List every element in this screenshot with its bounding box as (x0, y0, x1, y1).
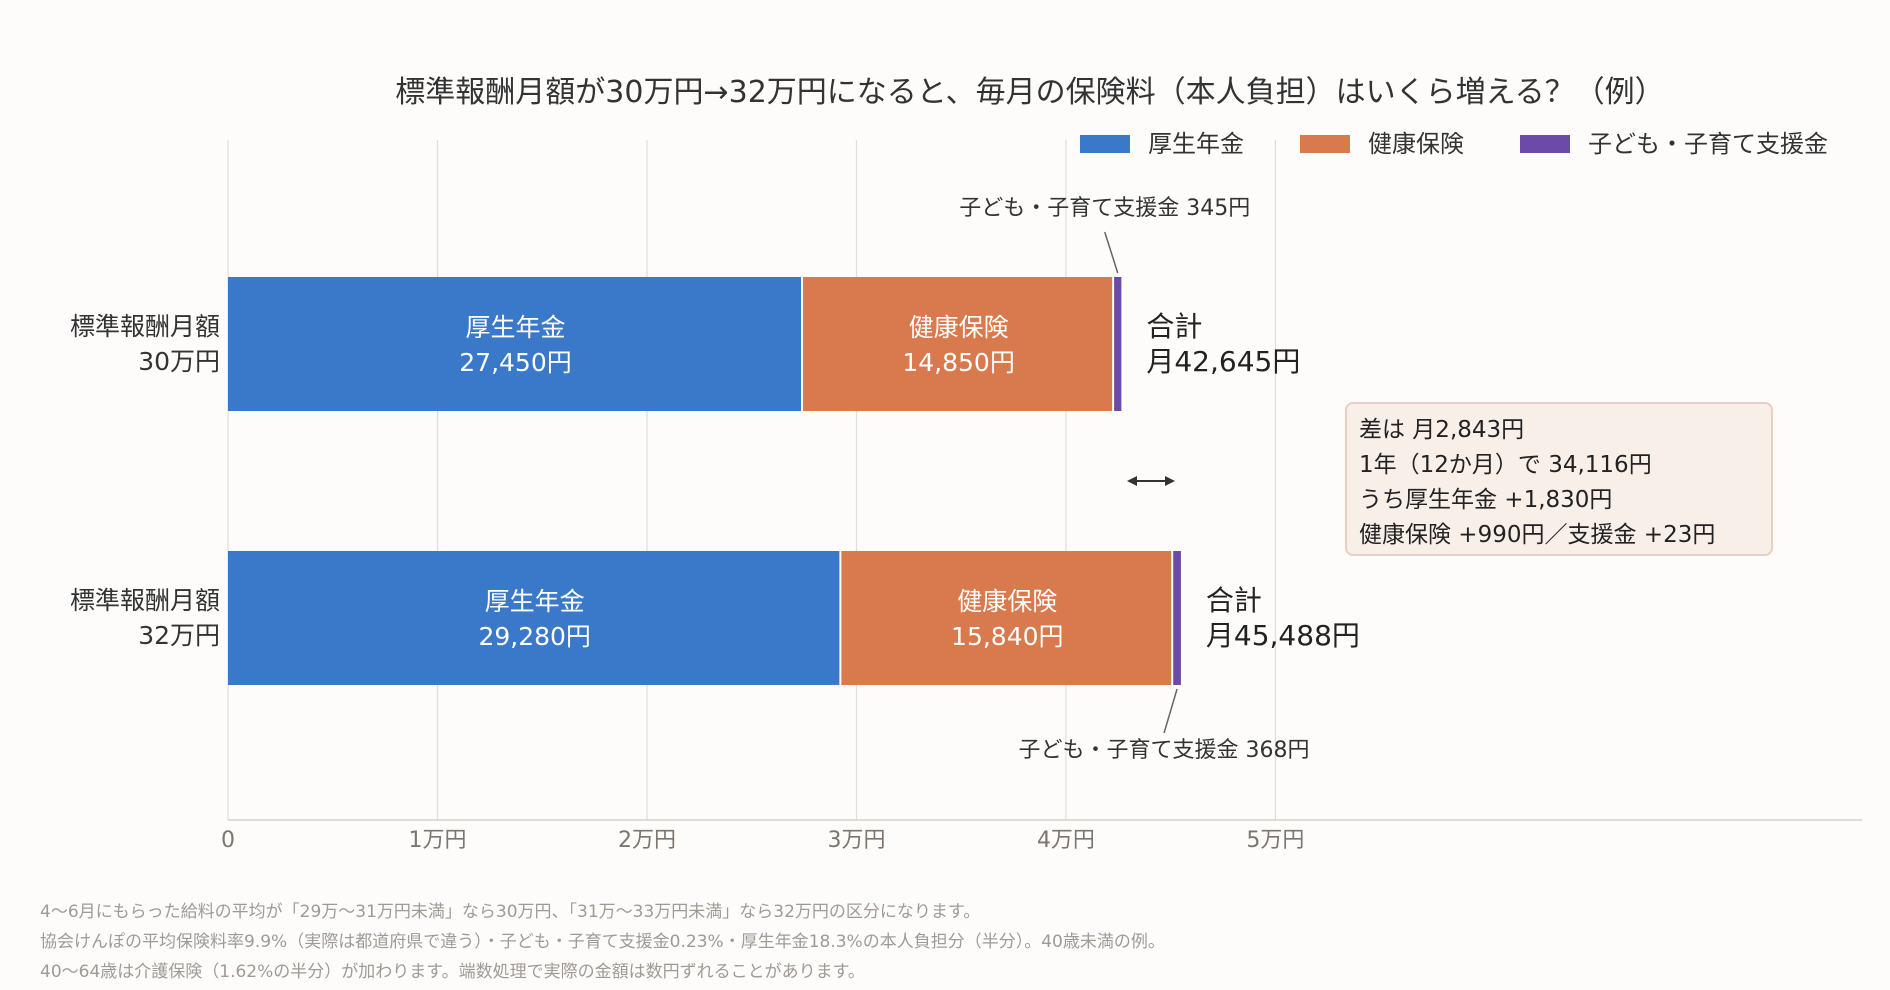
x-tick-label: 3万円 (827, 828, 885, 853)
x-tick-label: 2万円 (618, 828, 676, 853)
bar-series-label: 厚生年金 (485, 587, 585, 616)
difference-box: 差は 月2,843円 1年（12か月）で 34,116円 うち厚生年金 +1,8… (1345, 402, 1773, 556)
bar-series-label: 健康保険 (909, 313, 1009, 342)
category-label: 標準報酬月額 (70, 586, 220, 615)
x-tick-label: 5万円 (1246, 828, 1304, 853)
footnote: 4〜6月にもらった給料の平均が「29万〜31万円未満」なら30万円、「31万〜3… (40, 902, 981, 922)
bar-value-label: 27,450円 (459, 348, 571, 377)
legend-label: 健康保険 (1368, 130, 1464, 158)
bars (228, 277, 1181, 685)
total-value: 月45,488円 (1206, 619, 1360, 652)
footnotes: 4〜6月にもらった給料の平均が「29万〜31万円未満」なら30万円、「31万〜3… (40, 897, 1165, 987)
callout-label: 子ども・子育て支援金 368円 (1019, 738, 1310, 763)
total-label: 合計 (1206, 584, 1262, 617)
bar-segment (1173, 551, 1181, 685)
difference-arrow-head (1165, 476, 1175, 486)
legend-swatch (1300, 135, 1350, 153)
bar-segment (228, 551, 840, 685)
x-tick-label: 1万円 (408, 828, 466, 853)
difference-line: うち厚生年金 +1,830円 (1359, 487, 1613, 513)
total-label: 合計 (1146, 310, 1202, 343)
grid (227, 140, 1862, 821)
total-value: 月42,645円 (1146, 345, 1300, 378)
bar-series-label: 健康保険 (957, 587, 1057, 616)
category-label: 32万円 (138, 621, 220, 650)
difference-line: 健康保険 +990円／支援金 +23円 (1359, 522, 1716, 548)
callout-leader (1104, 231, 1119, 274)
bar-segment (228, 277, 802, 411)
legend-label: 子ども・子育て支援金 (1588, 130, 1828, 158)
x-tick-label: 0 (221, 828, 235, 853)
bar-segment (1114, 277, 1122, 411)
bar-segment (803, 277, 1113, 411)
bar-series-label: 厚生年金 (466, 313, 566, 342)
x-tick-label: 4万円 (1037, 828, 1095, 853)
legend-swatch (1080, 135, 1130, 153)
footnote: 40〜64歳は介護保険（1.62%の半分）が加わります。端数処理で実際の金額は数… (40, 962, 865, 982)
difference-arrow-head (1127, 476, 1137, 486)
legend-label: 厚生年金 (1148, 130, 1244, 158)
callout-leader (1163, 688, 1178, 734)
category-label: 30万円 (138, 347, 220, 376)
bar-value-label: 29,280円 (478, 622, 590, 651)
bar-value-label: 15,840円 (951, 622, 1063, 651)
category-label: 標準報酬月額 (70, 312, 220, 341)
bar-segment (841, 551, 1172, 685)
legend-swatch (1520, 135, 1570, 153)
legend: 厚生年金 健康保険 子ども・子育て支援金 (1080, 130, 1828, 158)
callout-label: 子ども・子育て支援金 345円 (959, 196, 1250, 221)
difference-line: 差は 月2,843円 (1359, 417, 1525, 443)
difference-line: 1年（12か月）で 34,116円 (1359, 452, 1652, 478)
footnote: 協会けんぽの平均保険料率9.9%（実際は都道府県で違う）・子ども・子育て支援金0… (40, 932, 1165, 952)
bar-value-label: 14,850円 (902, 348, 1014, 377)
chart-title: 標準報酬月額が30万円→32万円になると、毎月の保険料（本人負担）はいくら増える… (395, 75, 1664, 110)
labels: 0 1万円 2万円 3万円 4万円 5万円厚生年金27,450円健康保険14,850円標準… (70, 196, 1360, 853)
